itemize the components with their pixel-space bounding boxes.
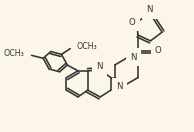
Text: O: O: [155, 46, 162, 55]
Text: OCH₃: OCH₃: [3, 49, 24, 58]
Text: N: N: [130, 53, 137, 62]
Text: O: O: [129, 18, 135, 27]
Text: OCH₃: OCH₃: [77, 42, 98, 51]
Text: N: N: [116, 82, 122, 91]
Text: N: N: [96, 62, 102, 71]
Text: N: N: [146, 5, 153, 14]
